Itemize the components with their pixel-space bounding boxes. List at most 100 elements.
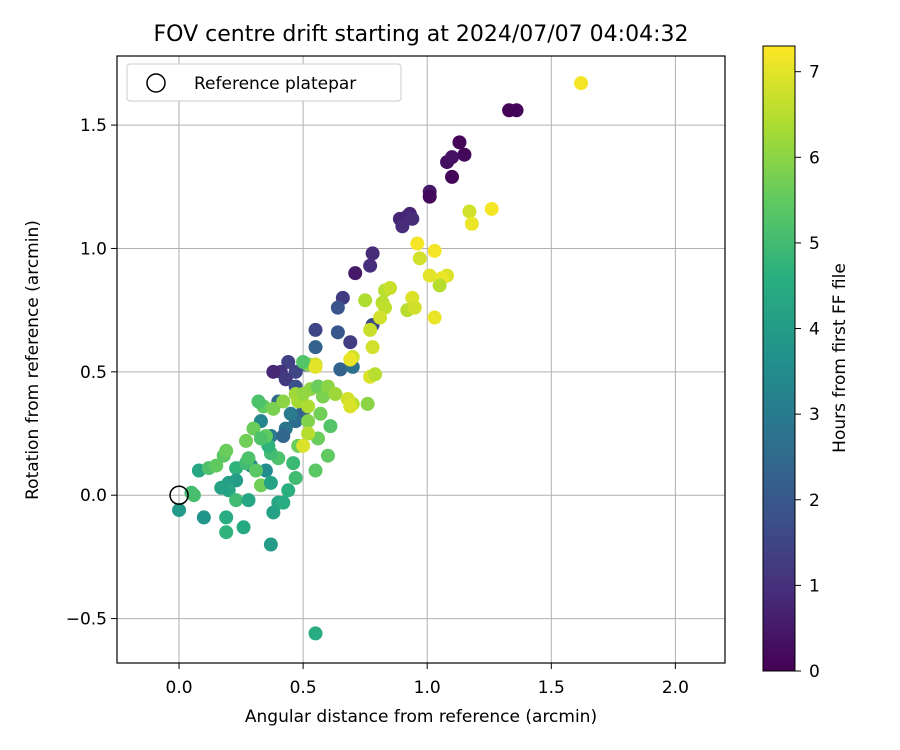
data-point: [296, 438, 311, 453]
legend-marker: [146, 73, 166, 93]
data-point: [219, 443, 234, 458]
y-tick-label: 1.5: [80, 116, 107, 136]
data-point: [457, 147, 472, 162]
legend-entry-reference-platepar: Reference platepar: [194, 74, 356, 94]
data-point: [276, 495, 291, 510]
data-point: [343, 335, 358, 350]
colorbar-label: Hours from first FF file: [830, 263, 850, 453]
data-point: [239, 433, 254, 448]
y-tick-label: 0.0: [80, 486, 107, 506]
data-point: [368, 367, 383, 382]
data-point: [241, 451, 256, 466]
data-point: [281, 483, 296, 498]
data-point: [258, 463, 273, 478]
x-tick-label: 1.0: [414, 678, 441, 698]
colorbar-tick-label: 3: [809, 405, 820, 425]
data-point: [330, 300, 345, 315]
data-point: [263, 537, 278, 552]
data-point: [266, 364, 281, 379]
colorbar-tick-label: 0: [809, 662, 820, 682]
data-point: [328, 387, 343, 402]
colorbar-tick-label: 2: [809, 491, 820, 511]
data-point: [276, 394, 291, 409]
reference-point-marker: [169, 485, 189, 505]
colorbar: 0 1 2 3 4 5 6 7 Hours from first FF file: [762, 45, 850, 682]
data-point: [308, 322, 323, 337]
chart-title: FOV centre drift starting at 2024/07/07 …: [154, 22, 689, 47]
data-point: [251, 394, 266, 409]
legend-box: [126, 63, 402, 102]
x-axis-label: Angular distance from reference (arcmin): [245, 707, 597, 727]
data-point: [288, 470, 303, 485]
data-point: [484, 201, 499, 216]
data-point: [219, 510, 234, 525]
colorbar-tick-label: 1: [809, 576, 820, 596]
data-point: [432, 278, 447, 293]
data-point: [301, 399, 316, 414]
colorbar-tick-label: 4: [809, 320, 820, 340]
data-point: [229, 493, 244, 508]
data-point: [308, 359, 323, 374]
data-point: [253, 431, 268, 446]
data-point: [412, 251, 427, 266]
data-points: [172, 76, 589, 641]
colorbar-ticks: 0 1 2 3 4 5 6 7: [795, 63, 820, 682]
data-point: [422, 268, 437, 283]
y-axis-label: Rotation from reference (arcmin): [23, 220, 43, 500]
data-point: [358, 293, 373, 308]
data-point: [464, 216, 479, 231]
data-point: [278, 372, 293, 387]
data-point: [574, 76, 589, 91]
data-point: [286, 456, 301, 471]
data-point: [422, 189, 437, 204]
data-point: [509, 103, 524, 118]
data-point: [301, 414, 316, 429]
data-point: [301, 426, 316, 441]
data-point: [445, 150, 460, 165]
data-point: [283, 406, 298, 421]
data-point: [281, 354, 296, 369]
y-axis-ticks: −0.5 0.0 0.5 1.0 1.5: [66, 116, 117, 630]
colorbar-tick-label: 5: [809, 234, 820, 254]
data-point: [209, 458, 224, 473]
data-point: [296, 387, 311, 402]
data-point: [407, 300, 422, 315]
data-point: [365, 246, 380, 261]
data-point: [360, 396, 375, 411]
data-point: [266, 401, 281, 416]
data-point: [248, 463, 263, 478]
x-axis-ticks: 0.0 0.5 1.0 1.5 2.0: [166, 663, 689, 698]
data-point: [313, 406, 328, 421]
data-point: [236, 520, 251, 535]
x-tick-label: 2.0: [662, 678, 689, 698]
colorbar-gradient: [762, 45, 796, 672]
data-point: [333, 362, 348, 377]
data-point: [246, 421, 261, 436]
data-point: [323, 419, 338, 434]
data-point: [219, 525, 234, 540]
data-point: [196, 510, 211, 525]
data-point: [308, 463, 323, 478]
data-point: [405, 211, 420, 226]
y-tick-label: 0.5: [80, 363, 107, 383]
data-point: [330, 325, 345, 340]
data-point: [348, 266, 363, 281]
x-tick-label: 0.5: [290, 678, 317, 698]
data-point: [427, 243, 442, 258]
colorbar-tick-label: 7: [809, 63, 820, 83]
data-point: [263, 475, 278, 490]
data-point: [395, 219, 410, 234]
colorbar-tick-label: 6: [809, 148, 820, 168]
data-point: [410, 236, 425, 251]
data-point: [445, 169, 460, 184]
plot-area: [117, 56, 725, 663]
data-point: [363, 258, 378, 273]
data-point: [308, 626, 323, 641]
data-point: [343, 399, 358, 414]
data-point: [427, 310, 442, 325]
data-point: [462, 204, 477, 219]
y-tick-label: −0.5: [66, 610, 107, 630]
x-tick-label: 0.0: [166, 678, 193, 698]
data-point: [363, 322, 378, 337]
